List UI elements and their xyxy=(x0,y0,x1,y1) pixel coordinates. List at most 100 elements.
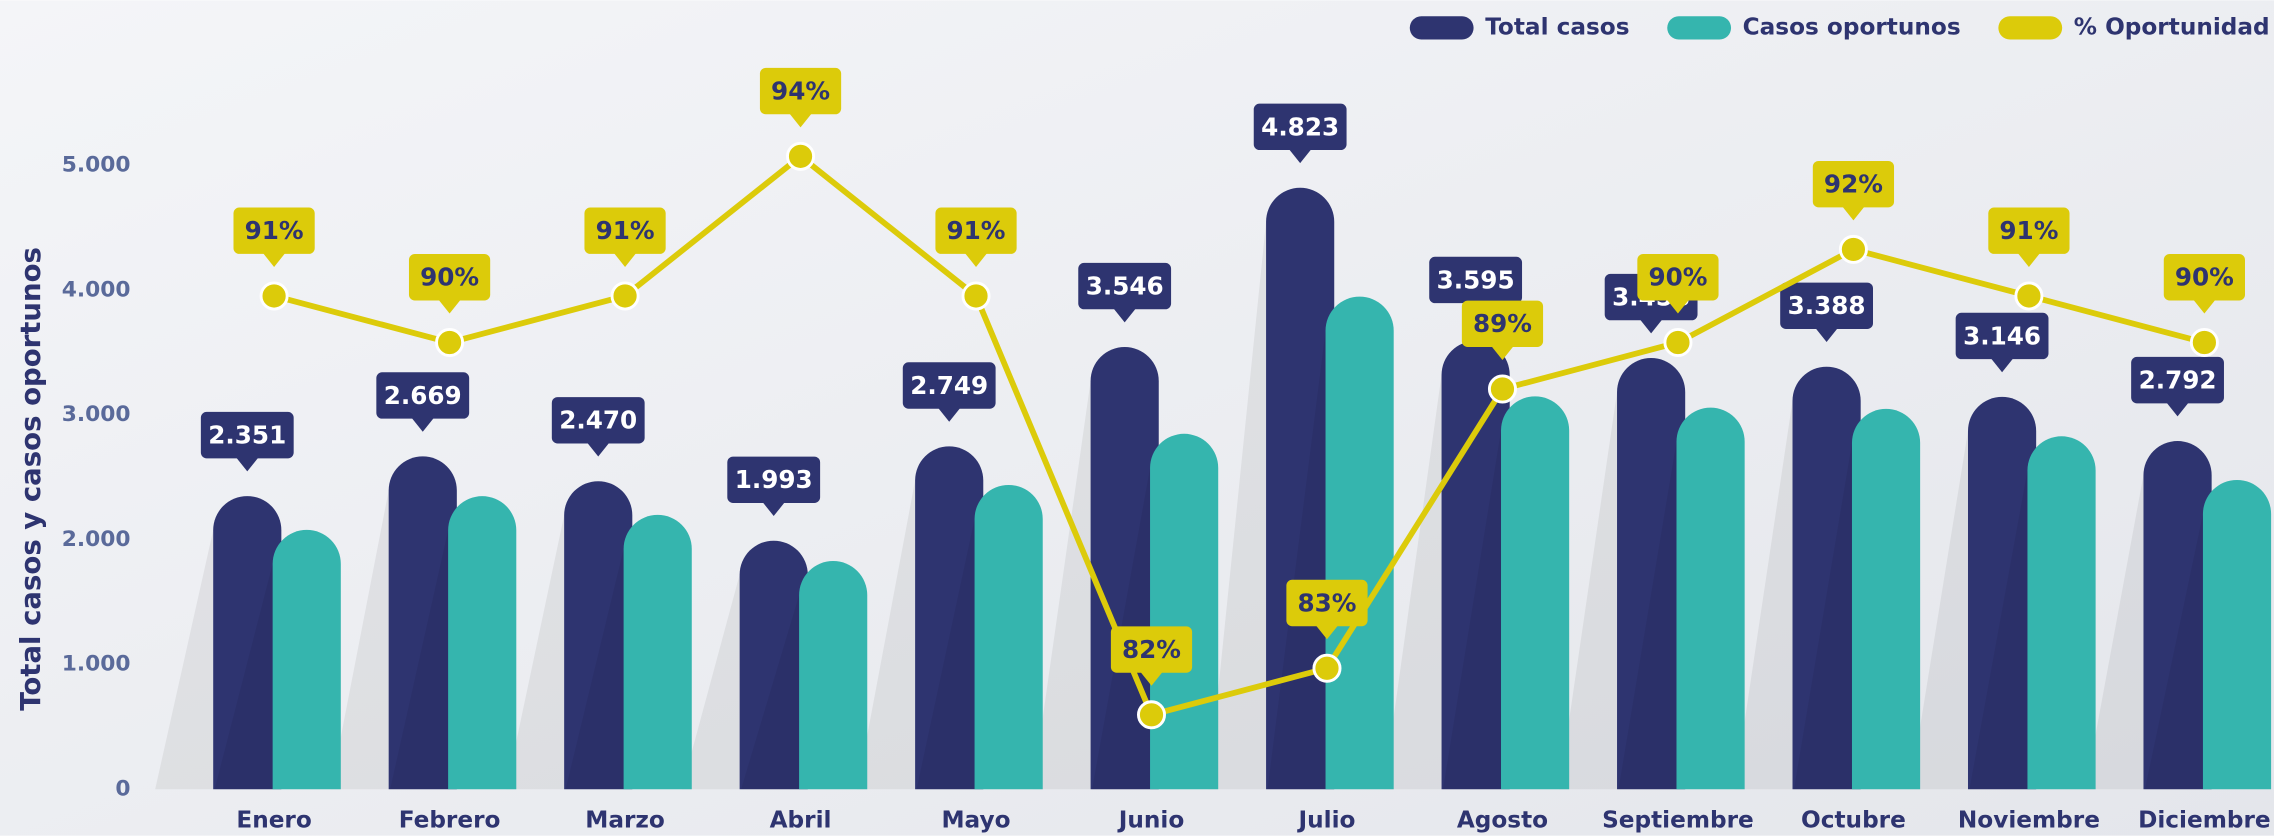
x-tick-label: Julio xyxy=(1296,807,1355,834)
legend-label: Total casos xyxy=(1485,13,1629,40)
bar xyxy=(1150,433,1219,790)
value-label-box xyxy=(408,254,491,301)
legend-label: % Oportunidad xyxy=(2074,13,2270,40)
bar xyxy=(2027,436,2096,790)
bar xyxy=(1617,357,1686,790)
value-label-box xyxy=(1812,160,1895,208)
line-point xyxy=(610,281,640,311)
value-label-pointer xyxy=(437,298,462,314)
value-label-pointer xyxy=(788,112,813,128)
bar xyxy=(213,496,282,790)
value-label: 91% xyxy=(245,216,304,245)
line-point xyxy=(1487,374,1517,404)
value-label-pointer xyxy=(586,442,610,457)
shadow xyxy=(1618,441,1677,790)
value-label: 83% xyxy=(1297,588,1356,617)
value-label: 91% xyxy=(1999,216,2058,245)
x-tick-label: Noviembre xyxy=(1958,807,2100,834)
value-label: 90% xyxy=(1648,263,1707,292)
value-label: 92% xyxy=(1824,170,1883,199)
value-label-pointer xyxy=(1139,671,1164,686)
line xyxy=(273,152,2206,719)
line-point xyxy=(2014,281,2044,311)
value-label-box xyxy=(1637,254,1719,301)
shadow xyxy=(741,595,800,790)
bar xyxy=(2202,479,2272,790)
value-label: 2.749 xyxy=(910,371,988,400)
bar xyxy=(564,481,633,790)
x-tick-label: Diciembre xyxy=(2138,807,2271,834)
value-label-box xyxy=(1780,282,1874,330)
value-label: 82% xyxy=(1122,635,1181,664)
bar xyxy=(1266,187,1335,790)
value-label: 3.546 xyxy=(1086,272,1164,301)
shadow xyxy=(1443,430,1502,790)
value-label: 90% xyxy=(420,263,479,292)
bar xyxy=(448,496,517,790)
bar xyxy=(1501,396,1570,790)
line-point xyxy=(1838,234,1868,264)
value-label-pointer xyxy=(1113,307,1137,323)
value-label-box xyxy=(1955,312,2049,360)
bar xyxy=(1967,396,2037,790)
value-label-pointer xyxy=(235,456,259,472)
bar xyxy=(1441,340,1510,790)
line-point xyxy=(1312,653,1342,683)
legend-label: Casos oportunos xyxy=(1743,13,1961,40)
value-label: 4.823 xyxy=(1261,112,1339,141)
value-label-box xyxy=(1988,207,2070,254)
value-label-pointer xyxy=(1288,148,1312,164)
value-label-box xyxy=(1078,262,1172,310)
value-label-box xyxy=(551,397,645,444)
value-label-pointer xyxy=(964,252,988,267)
value-label: 2.669 xyxy=(384,381,462,410)
value-label-pointer xyxy=(411,417,435,432)
legend-swatch xyxy=(1409,16,1474,40)
bar xyxy=(739,540,808,790)
value-label-box xyxy=(584,207,666,254)
x-tick-label: Febrero xyxy=(399,807,501,834)
x-tick-label: Marzo xyxy=(585,807,665,834)
value-label: 2.470 xyxy=(559,406,637,435)
value-label-box xyxy=(376,372,470,419)
bar xyxy=(974,484,1043,790)
value-label-pointer xyxy=(1841,205,1866,221)
x-tick-label: Agosto xyxy=(1457,807,1548,834)
x-tick-label: Octubre xyxy=(1801,807,1906,834)
bar xyxy=(799,561,868,790)
value-label-pointer xyxy=(937,407,961,422)
value-label-pointer xyxy=(1639,318,1663,334)
x-tick-label: Junio xyxy=(1117,807,1185,834)
bar xyxy=(2143,441,2212,790)
y-tick-label: 1.000 xyxy=(62,652,131,677)
value-label-pointer xyxy=(1990,357,2014,373)
shadow xyxy=(390,530,449,790)
value-label-box xyxy=(233,207,315,254)
value-label: 90% xyxy=(2175,263,2234,292)
shadow xyxy=(1969,470,2028,790)
line-point xyxy=(2189,327,2219,358)
value-label-pointer xyxy=(2017,252,2041,267)
value-label: 3.146 xyxy=(1963,321,2041,350)
bar xyxy=(915,446,984,790)
line-point xyxy=(435,327,465,358)
line-point xyxy=(1137,700,1167,730)
value-label-pointer xyxy=(2165,401,2190,417)
x-tick-label: Abril xyxy=(770,807,832,834)
shadow xyxy=(1559,392,1618,790)
value-label-box xyxy=(1253,103,1347,151)
bar xyxy=(388,456,457,790)
value-label: 1.993 xyxy=(735,465,813,494)
y-tick-label: 4.000 xyxy=(62,277,131,302)
bar xyxy=(623,514,692,790)
shadow xyxy=(2144,514,2203,790)
value-label-box xyxy=(2163,254,2245,301)
value-label-box xyxy=(935,207,1017,254)
x-tick-label: Septiembre xyxy=(1602,807,1754,834)
value-label: 2.351 xyxy=(208,421,286,450)
line-point xyxy=(259,281,289,311)
bar xyxy=(1792,366,1861,790)
value-label-pointer xyxy=(1666,298,1690,314)
